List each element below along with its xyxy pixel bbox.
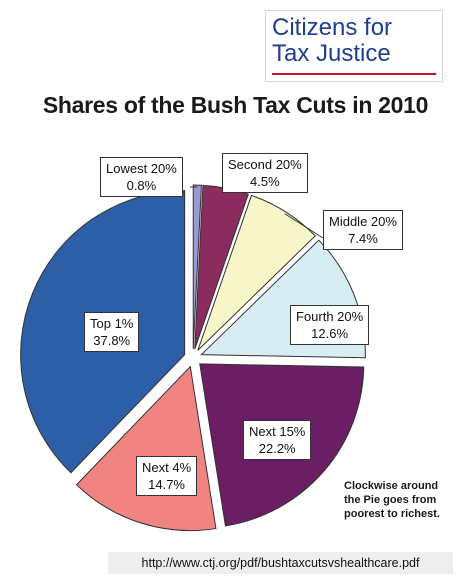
note-line: poorest to richest. [344,508,440,520]
slice-value: 14.7% [148,477,185,492]
slice-name: Lowest 20% [106,161,177,176]
slice-name: Fourth 20% [296,309,364,324]
slice-label-top-1: Top 1% 37.8% [84,312,140,352]
slice-name: Top 1% [90,316,134,331]
ctj-logo: Citizens for Tax Justice [265,10,443,82]
slice-name: Middle 20% [329,214,397,229]
leader-line [284,213,324,239]
slice-name: Second 20% [228,157,302,172]
slice-value: 22.2% [258,441,296,456]
slice-value: 37.8% [93,333,131,348]
source-url[interactable]: http://www.ctj.org/pdf/bushtaxcutsvsheal… [108,552,453,574]
slice-label-lowest-20: Lowest 20% 0.8% [100,157,183,197]
pie-slice-lowest-20 [192,184,202,350]
logo-line-2: Tax Justice [272,40,391,67]
direction-note: Clockwise around the Pie goes from poore… [344,479,440,521]
logo-rule [272,73,436,75]
slice-name: Next 15% [249,424,306,439]
slice-value: 7.4% [348,231,378,246]
slice-value: 4.5% [250,174,280,189]
chart-title: Shares of the Bush Tax Cuts in 2010 [42,92,429,118]
note-line: the Pie goes from [344,494,437,506]
logo-line-1: Citizens for [272,14,393,41]
slice-value: 0.8% [126,178,157,193]
slice-label-fourth-20: Fourth 20% 12.6% [290,305,370,345]
slice-value: 12.6% [311,326,349,341]
slice-label-middle-20: Middle 20% 7.4% [323,210,403,250]
slice-label-next-15: Next 15% 22.2% [243,420,312,460]
slice-name: Next 4% [142,460,192,475]
slice-label-next-4: Next 4% 14.7% [136,456,198,496]
pie-slice-middle-20 [197,194,316,351]
note-line: Clockwise around [344,480,439,492]
slice-label-second-20: Second 20% 4.5% [222,153,308,193]
